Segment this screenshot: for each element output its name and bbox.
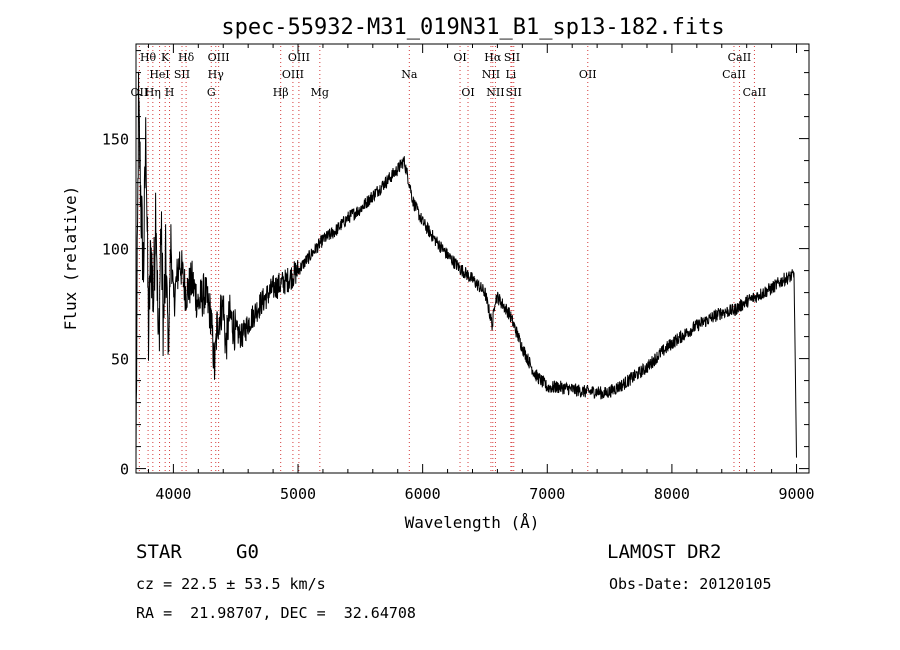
line-label: Hθ	[140, 51, 157, 64]
spectral-line-markers	[138, 46, 755, 473]
line-label: OIII	[288, 51, 310, 64]
line-label: OI	[461, 86, 474, 99]
line-label: SII	[506, 86, 522, 99]
axis-ticks: 4000 5000 6000 7000 8000 9000 0 50 100 150	[102, 44, 815, 503]
line-label: CaII	[728, 51, 752, 64]
coordinates: RA = 21.98707, DEC = 32.64708	[136, 604, 416, 622]
line-label: SII	[174, 68, 190, 81]
line-label: SII	[504, 51, 520, 64]
line-label: OI	[453, 51, 466, 64]
line-label: Mg	[311, 86, 329, 99]
y-tick-label: 0	[120, 461, 129, 479]
line-label: H	[165, 86, 175, 99]
plot-frame	[135, 43, 810, 474]
line-label: NII	[486, 86, 504, 99]
obs-date: Obs-Date: 20120105	[609, 575, 772, 593]
x-axis-label: Wavelength (Å)	[405, 513, 540, 532]
line-label: Hη	[145, 86, 161, 99]
x-tick-label: 9000	[778, 485, 814, 503]
x-tick-label: 4000	[155, 485, 191, 503]
line-label: OII	[131, 86, 149, 99]
x-tick-label: 7000	[529, 485, 565, 503]
line-label: CaII	[743, 86, 767, 99]
line-label: Hδ	[178, 51, 195, 64]
y-axis-label: Flux (relative)	[61, 186, 80, 331]
survey-name: LAMOST DR2	[607, 541, 722, 563]
object-subclass: G0	[236, 541, 259, 563]
x-tick-label: 5000	[280, 485, 316, 503]
line-label: HeI	[149, 68, 169, 81]
line-label: OIII	[208, 51, 230, 64]
line-label: K	[161, 51, 170, 64]
y-tick-label: 50	[111, 351, 129, 369]
x-tick-label: 6000	[405, 485, 441, 503]
line-label: OIII	[282, 68, 304, 81]
y-tick-label: 100	[102, 241, 129, 259]
x-tick-label: 8000	[654, 485, 690, 503]
line-label: Hα	[484, 51, 502, 64]
line-label: OII	[579, 68, 597, 81]
line-label: CaII	[722, 68, 746, 81]
chart-title: spec-55932-M31_019N31_B1_sp13-182.fits	[221, 15, 724, 40]
line-label: Li	[505, 68, 516, 81]
line-label: Hβ	[273, 86, 289, 99]
line-label: Na	[401, 68, 418, 81]
object-class: STAR	[136, 541, 182, 563]
y-tick-label: 150	[102, 131, 129, 149]
spectrum-series-line	[135, 71, 797, 458]
line-label: NII	[482, 68, 500, 81]
line-label: Hγ	[208, 68, 225, 81]
velocity-readout: cz = 22.5 ± 53.5 km/s	[136, 575, 326, 593]
line-label: G	[207, 86, 216, 99]
